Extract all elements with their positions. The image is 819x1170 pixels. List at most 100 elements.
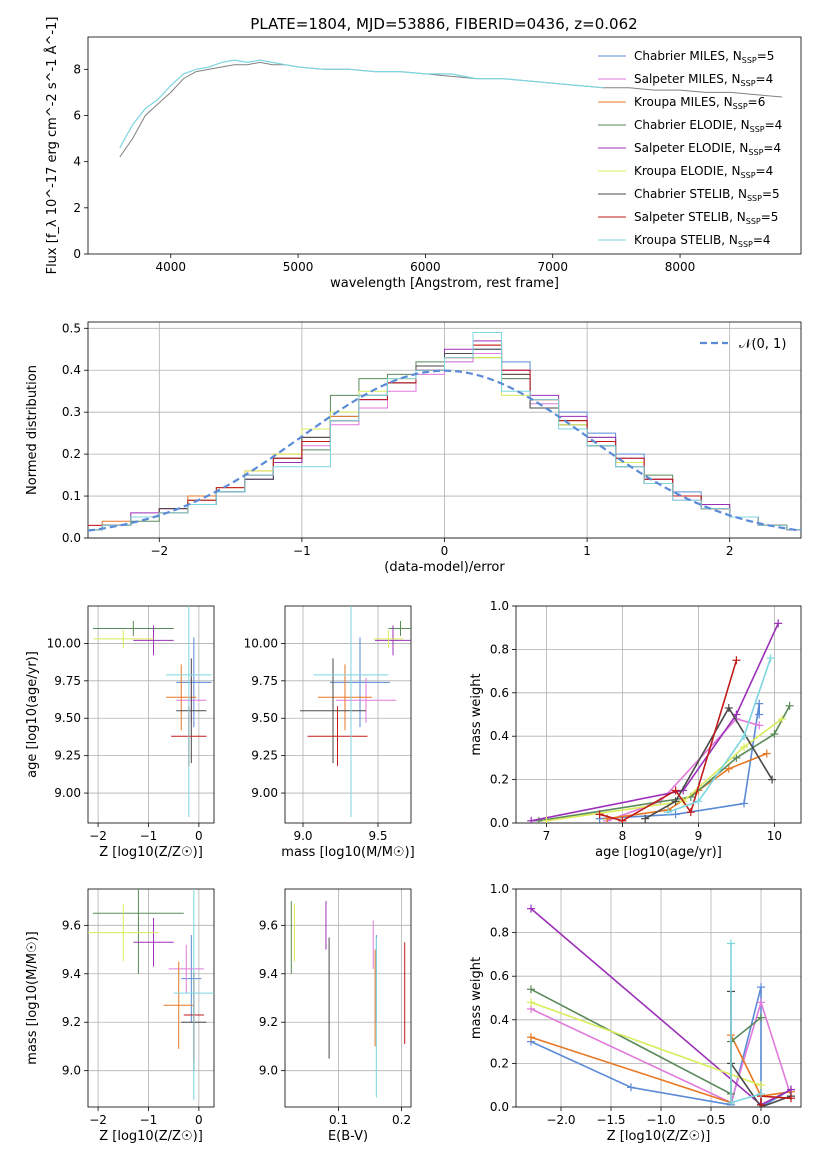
x-tick-label: 8	[619, 829, 627, 843]
figure-title: PLATE=1804, MJD=53886, FIBERID=0436, z=0…	[250, 15, 637, 33]
plot-area	[93, 606, 212, 818]
x-tick-label: 9.5	[368, 829, 387, 843]
x-axis-label: mass [log10(M/M☉)]	[281, 845, 414, 860]
series-line	[531, 623, 779, 822]
x-axis-label: E(B-V)	[328, 1129, 368, 1144]
y-tick-label: 2	[73, 201, 81, 215]
plot-area	[88, 889, 214, 1100]
y-tick-label: 0.2	[62, 447, 81, 461]
y-axis-label: mass weight	[469, 673, 484, 755]
y-tick-label: 9.25	[54, 749, 81, 763]
axes-frame	[87, 605, 215, 824]
y-tick-label: 0.2	[490, 773, 509, 787]
histogram-kroupa-stelib	[88, 331, 801, 531]
x-axis-label: (data-model)/error	[384, 560, 505, 575]
x-axis-label: age [log10(age/yr)]	[595, 845, 722, 860]
series-line	[530, 1001, 762, 1086]
y-tick-label: 9.0	[259, 1064, 278, 1078]
panel-spectrum: 4000 5000 6000 7000 8000 0 2 4 6 8 wavelength [Ang…	[44, 17, 802, 291]
y-tick-label: 0.2	[490, 1056, 509, 1070]
axes-frame	[87, 888, 215, 1108]
y-tick-label: 8	[73, 62, 81, 76]
series-line	[667, 657, 772, 813]
x-tick-label: −1.5	[596, 1113, 625, 1127]
y-tick-label: 1.0	[490, 882, 509, 896]
plot-area	[119, 59, 782, 158]
y-axis-label: mass [log10(M/M☉)]	[25, 931, 40, 1064]
series-line	[530, 999, 792, 1104]
legend-entry: Kroupa ELODIE, NSSP=4	[634, 164, 773, 180]
y-tick-label: 6	[73, 108, 81, 122]
axes-frame	[284, 888, 412, 1108]
series-line	[546, 718, 783, 822]
y-tick-label: 0.4	[490, 1013, 509, 1027]
axes-frame	[515, 888, 802, 1108]
series-line	[730, 943, 762, 1104]
series-line	[530, 988, 762, 1096]
y-tick-label: 10.00	[244, 636, 278, 650]
x-tick-label: 0.2	[392, 1113, 411, 1127]
y-axis-label: Flux [f_λ 10^-17 erg cm^-2 s^-1 Å^-1]	[44, 17, 60, 275]
legend-entry: Kroupa STELIB, NSSP=4	[634, 233, 771, 249]
x-tick-label: 8000	[665, 260, 696, 274]
y-tick-label: 0.0	[490, 816, 509, 830]
x-tick-label: −2	[89, 829, 107, 843]
x-tick-label: 10	[767, 829, 782, 843]
x-tick-label: 6000	[410, 260, 441, 274]
y-tick-label: 0.6	[490, 969, 509, 983]
x-tick-label: −2	[150, 544, 168, 558]
x-axis-label: Z [log10(Z/Z☉)]	[607, 1129, 711, 1144]
y-tick-label: 0	[73, 247, 81, 261]
plot-area	[527, 904, 795, 1107]
y-tick-label: 1.0	[490, 599, 509, 613]
y-tick-label: 9.2	[62, 1015, 81, 1029]
x-tick-label: 2	[726, 544, 734, 558]
panel-age-vs-mass: 9.0 9.5 9.00 9.25 9.50 9.75 10.00 mass [log10(M…	[244, 605, 415, 860]
x-tick-label: −1	[293, 544, 311, 558]
legend-entry: Chabrier ELODIE, NSSP=4	[634, 118, 782, 134]
y-tick-label: 9.75	[54, 674, 81, 688]
panel-residuals: −2 −1 0 1 2 0.0 0.1 0.2 0.3 0.4 0.5 (data-model)/er…	[25, 321, 802, 575]
x-axis-label: Z [log10(Z/Z☉)]	[99, 1129, 203, 1144]
axes-frame	[284, 605, 412, 824]
x-tick-label: 0	[195, 1113, 203, 1127]
x-tick-label: 0	[441, 544, 449, 558]
panel-weight-vs-z: −2.0 −1.5 −1.0 −0.5 0.0 0.0 0.2 0.4 0.6 0.8 1.0 Z […	[469, 882, 802, 1144]
x-tick-label: 7000	[537, 260, 568, 274]
y-tick-label: 9.25	[251, 749, 278, 763]
y-tick-label: 9.00	[54, 786, 81, 800]
x-tick-label: 0.1	[329, 1113, 348, 1127]
panel-mass-vs-z: −2 −1 0 9.0 9.2 9.4 9.6 Z [log10(Z/Z☉)] mass [lo…	[25, 888, 215, 1144]
x-tick-label: −1	[140, 829, 158, 843]
normal-curve	[88, 369, 801, 532]
legend: Chabrier MILES, NSSP=5 Salpeter MILES, NS…	[598, 49, 782, 249]
x-tick-label: 9	[695, 829, 703, 843]
x-axis-label: Z [log10(Z/Z☉)]	[99, 845, 203, 860]
legend-entry: Salpeter ELODIE, NSSP=4	[634, 141, 781, 157]
model-spectrum	[119, 59, 604, 149]
y-tick-label: 9.75	[251, 674, 278, 688]
axes-frame	[87, 36, 802, 255]
y-tick-label: 10.00	[47, 636, 81, 650]
y-tick-label: 9.4	[62, 967, 81, 981]
plot-area	[300, 606, 411, 818]
y-axis-label: age [log10(age/yr)]	[25, 651, 40, 778]
x-tick-label: 0.0	[751, 1113, 770, 1127]
y-tick-label: 9.6	[62, 918, 81, 932]
y-tick-label: 0.3	[62, 405, 81, 419]
x-tick-label: −1.0	[646, 1113, 675, 1127]
plot-area	[88, 331, 801, 532]
y-tick-label: 0.4	[62, 363, 81, 377]
x-tick-label: 9.0	[293, 829, 312, 843]
panel-age-vs-z: −2 −1 0 9.00 9.25 9.50 9.75 10.00 Z [log10(Z/Z☉)…	[25, 605, 215, 860]
y-tick-label: 9.00	[251, 786, 278, 800]
legend-entry: Chabrier STELIB, NSSP=5	[634, 187, 780, 203]
y-axis-label: Normed distribution	[25, 365, 40, 495]
y-tick-label: 0.0	[490, 1100, 509, 1114]
y-tick-label: 0.8	[490, 926, 509, 940]
y-tick-label: 0.6	[490, 686, 509, 700]
axes-frame	[515, 605, 802, 824]
y-tick-label: 9.2	[259, 1015, 278, 1029]
panel-weight-vs-age: 7 8 9 10 0.0 0.2 0.4 0.6 0.8 1.0 age [log10(age/yr…	[469, 599, 802, 860]
